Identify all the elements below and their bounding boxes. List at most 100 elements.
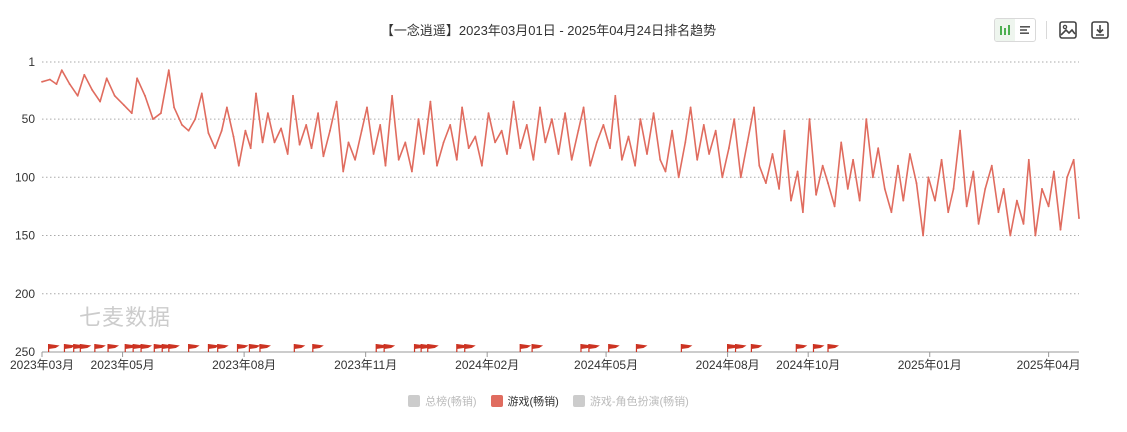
event-flag-icon — [735, 344, 747, 349]
data-point — [902, 199, 905, 202]
legend-swatch — [408, 395, 421, 407]
event-flag-icon — [751, 344, 763, 349]
data-point — [947, 211, 950, 214]
event-flag-icon — [384, 344, 396, 349]
data-point — [952, 188, 955, 190]
data-point — [689, 106, 692, 109]
event-flag-icon — [94, 344, 106, 349]
data-point — [852, 158, 854, 161]
data-point — [802, 211, 804, 214]
data-point — [897, 164, 899, 167]
data-point — [136, 77, 139, 80]
download-icon[interactable] — [1089, 19, 1111, 41]
data-point — [167, 69, 170, 72]
data-point — [959, 129, 961, 132]
toolbar-divider — [1046, 21, 1047, 39]
data-point — [564, 112, 566, 115]
data-point — [1022, 223, 1025, 225]
data-point — [677, 176, 680, 179]
y-tick-label: 250 — [15, 345, 35, 359]
data-point — [481, 164, 483, 167]
event-flag-icon — [237, 344, 249, 349]
data-point — [696, 158, 699, 161]
data-point — [714, 129, 717, 132]
data-point — [68, 83, 71, 85]
data-point — [436, 164, 438, 167]
data-point — [280, 127, 282, 130]
data-point — [220, 129, 223, 132]
data-point — [442, 141, 445, 144]
x-tick-label: 2023年08月 — [212, 358, 276, 372]
data-point — [1072, 158, 1075, 161]
data-point — [977, 223, 980, 225]
x-tick-label: 2024年02月 — [455, 358, 519, 372]
data-point — [317, 112, 319, 115]
chart-toolbar — [994, 18, 1111, 42]
data-point — [181, 124, 183, 126]
data-point — [577, 129, 580, 132]
data-point — [55, 83, 58, 85]
legend-swatch — [490, 395, 503, 407]
data-point — [972, 170, 975, 173]
data-point — [292, 94, 294, 97]
data-point — [105, 77, 108, 80]
data-point — [467, 147, 470, 150]
event-flag-icon — [80, 344, 92, 349]
data-point — [827, 182, 829, 185]
event-flag-icon — [828, 344, 840, 349]
event-flag-icon — [608, 344, 620, 349]
data-point — [634, 164, 636, 167]
data-point — [76, 94, 79, 97]
legend-label: 总榜(畅销) — [425, 396, 477, 408]
x-tick-label: 2023年11月 — [334, 358, 397, 372]
legend-item[interactable]: 游戏(畅销) — [490, 393, 559, 409]
data-point — [544, 141, 547, 144]
data-point — [354, 158, 356, 161]
x-tick-label: 2024年05月 — [574, 358, 638, 372]
list-view-icon[interactable] — [1015, 19, 1035, 41]
data-point — [858, 199, 861, 202]
data-point — [173, 106, 176, 109]
data-point — [49, 78, 51, 81]
data-point — [207, 132, 210, 134]
data-point — [702, 124, 705, 126]
data-point — [865, 118, 868, 120]
data-point — [83, 73, 86, 76]
data-point — [506, 153, 508, 155]
legend-item[interactable]: 游戏-角色扮演(畅销) — [572, 393, 689, 409]
data-point — [796, 170, 799, 173]
data-point — [833, 205, 836, 208]
data-point — [922, 234, 924, 237]
legend-label: 游戏(畅销) — [507, 396, 559, 408]
event-flag-icon — [188, 344, 200, 349]
data-point — [286, 153, 289, 155]
event-flag-icon — [108, 344, 120, 349]
legend-swatch — [572, 395, 585, 407]
save-image-icon[interactable] — [1057, 19, 1079, 41]
data-point — [602, 124, 605, 126]
bar-chart-icon[interactable] — [995, 19, 1015, 41]
data-point — [570, 158, 573, 161]
data-point — [91, 89, 94, 91]
data-point — [244, 129, 247, 132]
data-point — [322, 155, 325, 158]
data-point — [915, 182, 918, 185]
data-point — [733, 118, 736, 120]
data-point — [708, 153, 710, 155]
data-point — [237, 164, 240, 167]
legend-item[interactable]: 总榜(畅销) — [408, 393, 477, 409]
data-point — [639, 118, 642, 120]
data-point — [721, 176, 724, 179]
data-point — [372, 153, 375, 155]
data-point — [1053, 170, 1055, 173]
x-tick-label: 2024年10月 — [776, 358, 840, 372]
data-point — [659, 158, 662, 161]
data-point — [821, 164, 824, 167]
x-tick-label: 2023年03月 — [10, 358, 74, 372]
data-point — [461, 106, 463, 109]
data-point — [342, 170, 345, 173]
data-point — [746, 141, 749, 144]
data-point — [347, 141, 350, 144]
data-point — [130, 112, 133, 115]
